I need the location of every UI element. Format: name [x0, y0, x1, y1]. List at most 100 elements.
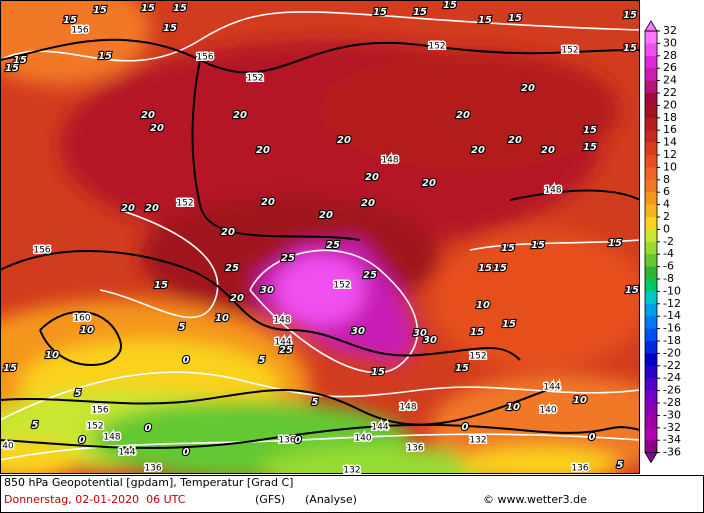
temperature-label: 30 [351, 326, 365, 337]
color-band [645, 142, 657, 156]
color-band [645, 192, 657, 205]
color-band [645, 415, 657, 429]
temperature-label: 0 [462, 422, 469, 433]
color-band [645, 303, 657, 317]
legend-tick-label: -2 [663, 235, 674, 248]
temperature-label: 15 [373, 7, 387, 18]
color-band [645, 403, 657, 416]
temperature-label: 5 [259, 355, 266, 366]
color-band [645, 155, 657, 168]
legend-tick-label: -30 [663, 408, 681, 421]
temperature-label: 10 [506, 402, 520, 413]
color-band [645, 390, 657, 404]
temperature-label: 0 [589, 432, 596, 443]
geopotential-label: 136 [406, 444, 423, 454]
temperature-label: 15 [3, 363, 17, 374]
temperature-label: 15 [508, 13, 522, 24]
geopotential-label: 148 [544, 186, 561, 196]
temperature-label: 15 [13, 55, 27, 66]
temperature-label: 25 [279, 345, 293, 356]
legend-tick-label: -32 [663, 421, 681, 434]
legend-tick-label: -12 [663, 297, 681, 310]
legend-tick-label: -16 [663, 322, 681, 335]
legend-tick-label: 18 [663, 111, 677, 124]
temperature-label: 15 [93, 5, 107, 16]
footer-source: © www.wetter3.de [483, 493, 587, 506]
temperature-field [0, 0, 640, 474]
temperature-label: 15 [163, 23, 177, 34]
legend-tick-label: 16 [663, 123, 677, 136]
temperature-label: 20 [361, 198, 375, 209]
color-band [645, 117, 657, 131]
legend-tick-label: -4 [663, 247, 674, 260]
legend-tick-label: -28 [663, 396, 681, 409]
temperature-label: 15 [443, 0, 457, 11]
temperature-label: 20 [141, 110, 155, 121]
color-band [645, 427, 657, 441]
temperature-label: 15 [173, 3, 187, 14]
footer-model: (GFS) [255, 493, 285, 506]
temperature-label: 25 [363, 270, 377, 281]
legend-tick-label: 20 [663, 98, 677, 111]
color-band [645, 440, 657, 453]
temperature-label: 25 [225, 263, 239, 274]
geopotential-label: 144 [274, 338, 291, 348]
map-frame [0, 0, 640, 474]
legend-tick-label: -18 [663, 334, 681, 347]
temperature-label: 15 [478, 263, 492, 274]
legend-tick-label: 6 [663, 185, 670, 198]
legend-tick-label: -10 [663, 284, 681, 297]
legend-tick-label: -8 [663, 272, 674, 285]
geopotential-label: 152 [176, 199, 193, 209]
temperature-label: 30 [423, 335, 437, 346]
legend-tick-label: -36 [663, 446, 681, 459]
temperature-label: 15 [63, 15, 77, 26]
legend-tick-label: 30 [663, 36, 677, 49]
temperature-label: 5 [312, 397, 319, 408]
legend-arrow-top [644, 20, 658, 32]
temperature-label: 15 [493, 263, 507, 274]
color-band [645, 291, 657, 305]
temperature-label: 15 [583, 142, 597, 153]
temperature-label: 10 [80, 325, 94, 336]
temperature-label: 20 [541, 145, 555, 156]
temperature-label: 20 [456, 110, 470, 121]
temperature-label: 30 [413, 328, 427, 339]
geopotential-label: 152 [333, 281, 350, 291]
temperature-label: 20 [145, 203, 159, 214]
color-band [645, 365, 657, 379]
legend-tick-label: 4 [663, 198, 670, 211]
footer-run: (Analyse) [305, 493, 357, 506]
geopotential-label: 152 [246, 74, 263, 84]
color-band [645, 31, 657, 44]
temperature-label: 15 [371, 367, 385, 378]
temperature-label: 20 [233, 110, 247, 121]
legend-tick-label: 28 [663, 49, 677, 62]
temperature-label: 20 [256, 145, 270, 156]
temperature-label: 20 [121, 203, 135, 214]
geopotential-label: 40 [2, 442, 14, 452]
legend-tick-label: 8 [663, 173, 670, 186]
color-band [645, 179, 657, 193]
geopotential-label: 144 [118, 448, 135, 458]
temperature-label: 20 [521, 83, 535, 94]
geopotential-label: 132 [469, 436, 486, 446]
geopotential-label: 144 [543, 383, 560, 393]
temperature-label: 5 [32, 420, 39, 431]
color-band [645, 378, 657, 391]
color-band [645, 167, 657, 181]
temperature-label: 10 [476, 300, 490, 311]
legend-tick-label: -24 [663, 371, 681, 384]
legend-tick-label: -6 [663, 260, 674, 273]
legend-tick-label: -22 [663, 359, 681, 372]
temperature-label: 20 [221, 227, 235, 238]
temperature-label: 0 [183, 355, 190, 366]
legend-tick-label: 32 [663, 24, 677, 37]
temperature-label: 25 [281, 253, 295, 264]
footer-title: 850 hPa Geopotential [gpdam], Temperatur… [4, 476, 293, 489]
temperature-label: 20 [230, 293, 244, 304]
geopotential-label: 156 [33, 246, 50, 256]
color-band [645, 328, 657, 342]
geopotential-label: 136 [278, 436, 295, 446]
footer-date: Donnerstag, 02-01-2020 06 UTC [4, 493, 186, 506]
